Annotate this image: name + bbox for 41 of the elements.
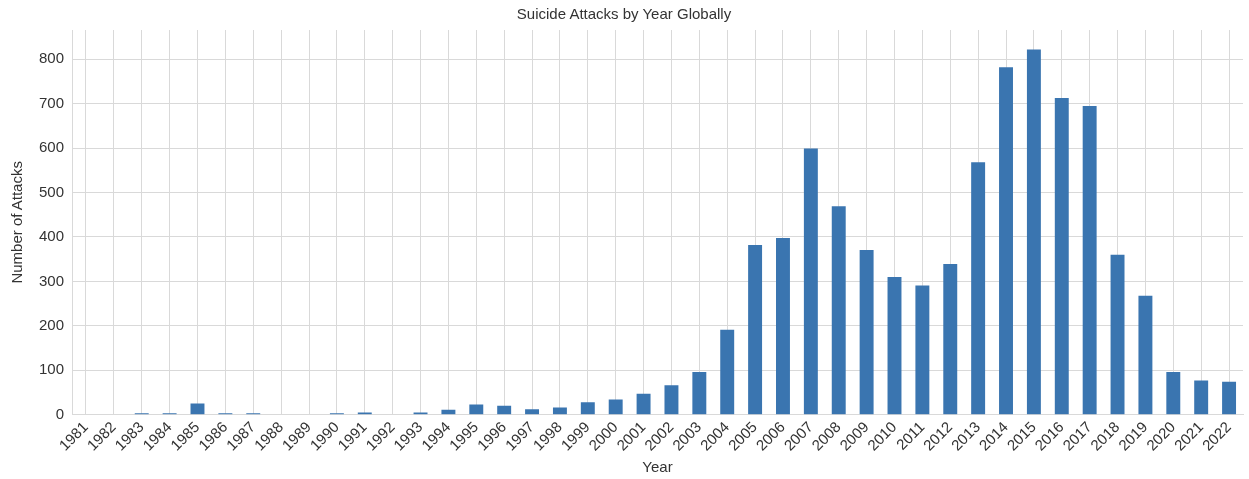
bar — [915, 285, 930, 415]
bar — [497, 405, 512, 415]
y-tick-label: 100 — [39, 360, 65, 378]
bar — [441, 409, 456, 415]
y-tick-label: 800 — [39, 49, 65, 67]
y-tick-label: 300 — [39, 271, 65, 289]
bar — [552, 407, 567, 415]
bar — [803, 148, 818, 415]
bar — [971, 162, 986, 415]
bar — [720, 329, 735, 415]
bar — [636, 393, 651, 415]
bar — [692, 372, 707, 415]
bar — [943, 264, 958, 415]
bar — [1194, 380, 1209, 415]
bar — [469, 404, 484, 415]
bar — [1082, 105, 1097, 415]
y-tick-label: 600 — [39, 138, 65, 156]
bar — [1166, 372, 1181, 415]
bar — [776, 237, 790, 415]
bar — [1054, 97, 1069, 415]
bar — [608, 399, 623, 415]
bar — [748, 244, 763, 415]
bar — [999, 67, 1013, 415]
y-tick-label: 0 — [55, 404, 65, 422]
y-tick-label: 400 — [39, 227, 65, 245]
y-axis-title: Number of Attacks — [8, 161, 26, 284]
bar — [580, 402, 595, 415]
x-axis-title: Year — [642, 458, 673, 476]
chart-title: Suicide Attacks by Year Globally — [516, 5, 732, 23]
bar — [1138, 295, 1153, 415]
bar — [831, 206, 846, 415]
bar — [1222, 381, 1237, 415]
bar — [664, 385, 679, 415]
bar — [525, 409, 540, 415]
y-tick-label: 500 — [39, 182, 65, 200]
bar — [1110, 254, 1125, 415]
y-tick-label: 700 — [39, 93, 65, 111]
bar — [859, 249, 874, 415]
y-tick-label: 200 — [39, 315, 65, 333]
bar — [887, 276, 902, 415]
bar — [1026, 49, 1041, 415]
